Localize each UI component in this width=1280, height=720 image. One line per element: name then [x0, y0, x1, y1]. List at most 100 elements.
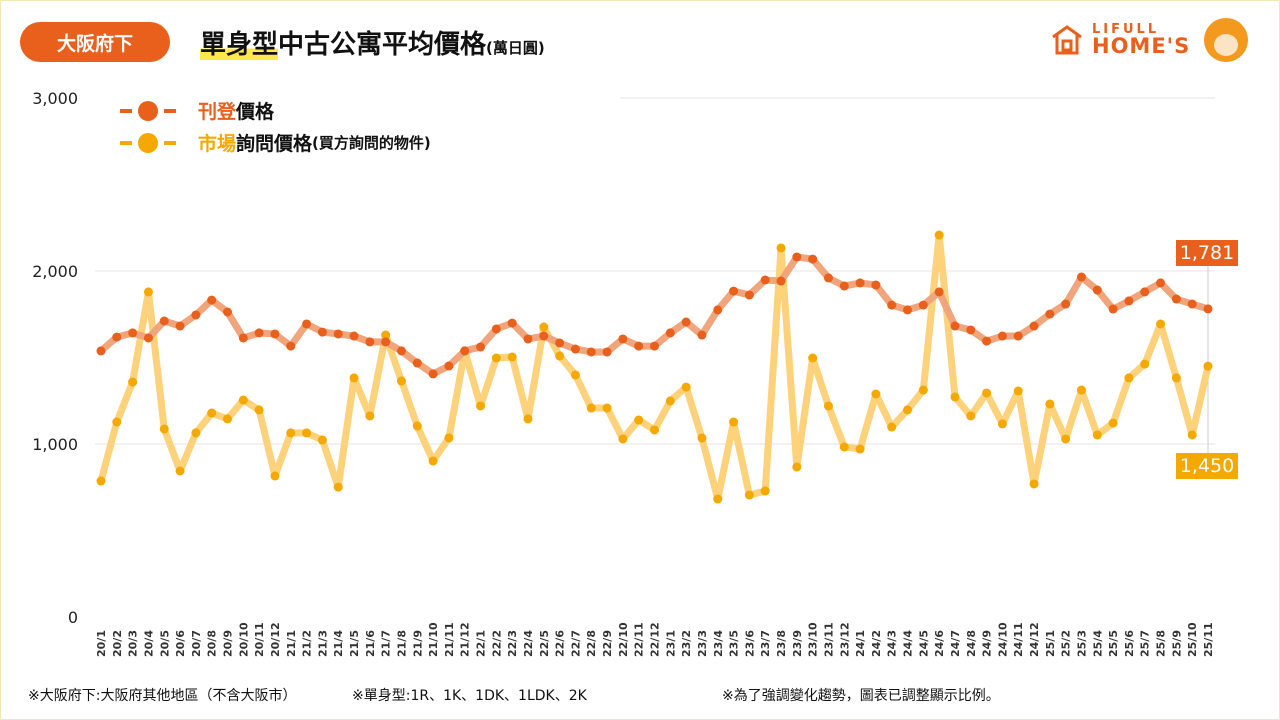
y-tick-label: 3,000	[32, 89, 78, 108]
data-point-inquiry	[871, 389, 881, 399]
x-tick-label: 25/1	[1044, 630, 1057, 657]
data-point-inquiry	[665, 396, 675, 406]
x-tick-label: 25/8	[1155, 630, 1168, 657]
data-point-inquiry	[903, 405, 913, 415]
data-point-listed	[650, 341, 659, 351]
data-point-inquiry	[1013, 386, 1023, 396]
data-point-listed	[1124, 296, 1134, 306]
legend-note: (買方詢問的物件)	[312, 134, 431, 152]
data-point-inquiry	[650, 425, 659, 435]
series-line-inquiry	[97, 231, 1212, 503]
title-highlight: 單身型	[200, 30, 279, 60]
x-tick-label: 24/11	[1012, 622, 1025, 657]
footnote-scale: ※為了強調變化趨勢，圖表已調整顯示比例。	[722, 688, 1000, 704]
x-tick-label: 25/6	[1123, 630, 1136, 657]
data-point-listed	[302, 319, 312, 329]
x-tick-label: 23/5	[728, 630, 741, 657]
x-tick-label: 25/9	[1170, 630, 1183, 657]
x-tick-label: 22/1	[475, 630, 488, 657]
x-tick-label: 20/6	[174, 630, 187, 657]
x-tick-label: 22/10	[617, 622, 630, 657]
data-point-listed	[207, 295, 217, 305]
data-point-inquiry	[792, 462, 802, 472]
data-point-listed	[159, 316, 169, 326]
data-point-listed	[507, 318, 517, 328]
legend-marker-inquiry	[120, 132, 176, 153]
data-point-listed	[855, 278, 865, 288]
data-point-listed	[918, 300, 928, 310]
x-tick-label: 24/3	[886, 630, 899, 657]
data-point-listed	[460, 346, 470, 356]
data-point-listed	[223, 307, 233, 317]
data-point-listed	[175, 321, 185, 331]
data-point-listed	[317, 327, 327, 337]
data-point-listed	[823, 273, 833, 283]
x-tick-label: 24/10	[996, 622, 1009, 657]
data-point-listed	[681, 317, 691, 327]
x-tick-label: 23/9	[791, 630, 804, 657]
footnote-type: ※單身型:1R、1K、1DK、1LDK、2K	[352, 688, 587, 704]
page-title: 單身型中古公寓平均價格(萬日圓)	[200, 24, 545, 61]
x-tick-label: 22/12	[649, 622, 662, 657]
data-point-inquiry	[1171, 373, 1181, 383]
x-tick-label: 24/9	[981, 630, 994, 657]
data-point-listed	[602, 347, 612, 357]
data-point-inquiry	[302, 428, 312, 438]
logo-line1: LIFULL	[1092, 22, 1160, 37]
data-point-listed	[112, 332, 122, 342]
data-point-inquiry	[634, 415, 644, 425]
data-point-listed	[539, 331, 549, 341]
x-tick-label: 23/11	[822, 622, 835, 657]
x-tick-label: 24/1	[854, 630, 867, 657]
data-point-inquiry	[128, 377, 138, 387]
x-tick-label: 21/12	[459, 622, 472, 657]
data-point-listed	[966, 325, 976, 335]
data-point-listed	[191, 310, 201, 320]
data-point-inquiry	[381, 330, 391, 340]
footnote-region: ※大阪府下:大阪府其他地區（不含大阪市）	[28, 688, 297, 704]
legend-accent: 刊登	[198, 101, 237, 123]
data-point-inquiry	[412, 421, 422, 431]
data-point-listed	[96, 346, 106, 356]
data-point-inquiry	[839, 442, 849, 452]
x-tick-label: 25/11	[1202, 622, 1215, 657]
data-point-listed	[555, 338, 565, 348]
data-point-inquiry	[539, 322, 549, 332]
data-point-inquiry	[966, 411, 976, 421]
x-tick-label: 20/4	[142, 630, 155, 657]
data-point-listed	[618, 334, 628, 344]
data-point-inquiry	[175, 466, 185, 476]
data-point-inquiry	[223, 414, 233, 424]
x-tick-label: 21/10	[427, 622, 440, 657]
region-badge: 大阪府下	[20, 22, 170, 62]
data-point-listed	[982, 336, 992, 346]
data-point-listed	[729, 286, 739, 296]
data-point-inquiry	[143, 287, 153, 297]
y-tick-label: 1,000	[32, 435, 78, 454]
data-point-listed	[792, 252, 802, 262]
x-tick-label: 24/7	[949, 630, 962, 657]
data-point-inquiry	[1124, 373, 1134, 383]
data-point-inquiry	[744, 490, 754, 500]
data-point-listed	[950, 321, 960, 331]
data-point-listed	[238, 333, 248, 343]
data-point-listed	[744, 290, 754, 300]
x-tick-label: 25/2	[1060, 630, 1073, 657]
data-point-listed	[713, 305, 723, 315]
x-tick-label: 25/5	[1107, 630, 1120, 657]
x-tick-label: 22/4	[522, 630, 535, 657]
data-point-listed	[697, 330, 707, 340]
data-point-inquiry	[602, 403, 612, 413]
data-point-listed	[1140, 287, 1150, 297]
x-tick-label: 24/2	[870, 630, 883, 657]
x-tick-label: 23/6	[743, 630, 756, 657]
data-point-listed	[887, 300, 897, 310]
x-tick-label: 21/9	[411, 630, 424, 657]
x-tick-label: 20/2	[111, 630, 124, 657]
x-tick-label: 23/4	[712, 630, 725, 657]
x-tick-label: 24/12	[1028, 622, 1041, 657]
data-point-inquiry	[1029, 479, 1039, 489]
data-point-inquiry	[713, 494, 723, 504]
data-point-listed	[997, 331, 1007, 341]
data-point-inquiry	[349, 373, 359, 383]
